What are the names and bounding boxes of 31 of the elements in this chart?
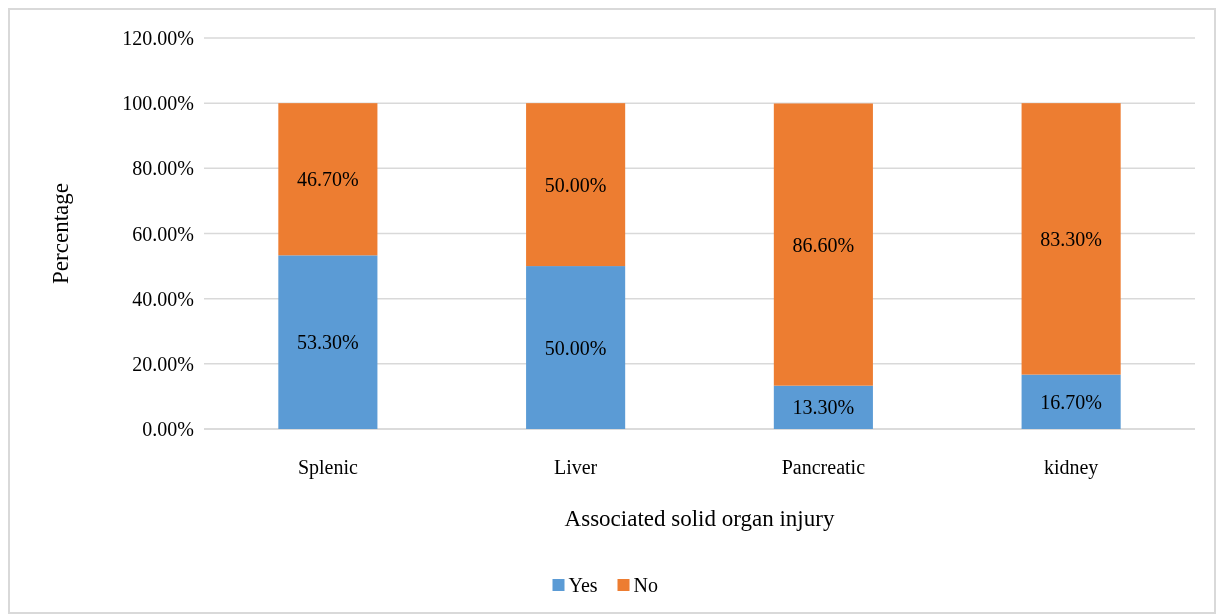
data-label: 50.00% bbox=[544, 336, 607, 359]
legend-label: Yes bbox=[568, 574, 598, 596]
y-tick-label: 120.00% bbox=[122, 27, 194, 49]
x-axis-title: Associated solid organ injury bbox=[564, 506, 835, 532]
bar bbox=[526, 103, 626, 267]
data-label: 16.70% bbox=[1040, 390, 1102, 413]
x-tick-label: Pancreatic bbox=[781, 456, 866, 478]
y-tick-label: 100.00% bbox=[122, 92, 194, 115]
y-tick-label: 80.00% bbox=[132, 157, 194, 180]
data-label: 46.70% bbox=[297, 168, 359, 191]
bar bbox=[1021, 103, 1121, 375]
bar bbox=[773, 103, 873, 386]
bar bbox=[526, 266, 626, 429]
y-tick-label: 40.00% bbox=[132, 287, 194, 310]
y-tick-label: 20.00% bbox=[132, 352, 194, 375]
bar bbox=[278, 255, 378, 429]
data-label: 13.30% bbox=[792, 396, 855, 419]
y-tick-label: 60.00% bbox=[132, 222, 194, 245]
data-label: 53.30% bbox=[297, 331, 359, 354]
data-label: 83.30% bbox=[1040, 227, 1102, 250]
y-tick-label: 0.00% bbox=[142, 418, 194, 440]
bar bbox=[773, 385, 873, 429]
bar bbox=[1021, 374, 1121, 429]
x-tick-label: Splenic bbox=[297, 456, 358, 479]
data-label: 86.60% bbox=[792, 233, 855, 256]
x-tick-label: kidney bbox=[1043, 456, 1099, 479]
bar bbox=[278, 103, 378, 256]
data-label: 50.00% bbox=[544, 173, 607, 196]
x-tick-label: Liver bbox=[553, 456, 598, 478]
legend-label: No bbox=[633, 574, 658, 596]
y-axis-title: Percentage bbox=[48, 183, 74, 284]
